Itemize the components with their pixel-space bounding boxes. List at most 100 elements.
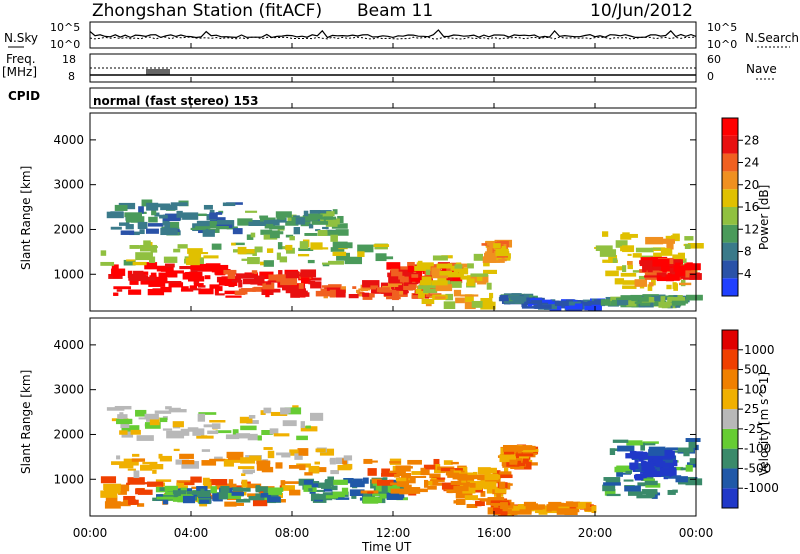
- echo-cell: [196, 220, 210, 228]
- echo-cell: [326, 211, 335, 217]
- echo-cell: [154, 410, 172, 414]
- freq-label: Freq.: [6, 52, 36, 66]
- echo-cell: [238, 249, 256, 254]
- echo-cell: [127, 468, 136, 471]
- nave-tick-bottom: 0: [707, 70, 714, 83]
- echo-cell: [252, 499, 268, 507]
- echo-cell: [475, 501, 480, 504]
- echo-cell: [591, 505, 597, 513]
- echo-cell: [179, 453, 194, 459]
- echo-cell: [197, 413, 206, 422]
- echo-cell: [143, 240, 151, 246]
- echo-cell: [458, 271, 464, 277]
- echo-cell: [503, 448, 519, 452]
- echo-cell: [276, 252, 281, 260]
- echo-cell: [667, 296, 686, 302]
- echo-region: [237, 209, 349, 242]
- echo-cell: [362, 280, 380, 288]
- echo-cell: [335, 457, 349, 465]
- power-colorbar-swatch: [722, 171, 738, 190]
- echo-cell: [168, 282, 184, 288]
- echo-cell: [267, 450, 275, 459]
- echo-cell: [129, 245, 140, 249]
- echo-cell: [431, 267, 441, 276]
- echo-cell: [203, 255, 219, 259]
- echo-cell: [289, 449, 302, 456]
- echo-cell: [248, 415, 256, 419]
- echo-cell: [136, 503, 145, 507]
- echo-cell: [644, 275, 661, 278]
- echo-cell: [433, 458, 440, 465]
- echo-cell: [668, 259, 683, 263]
- echo-cell: [651, 277, 656, 286]
- echo-cell: [327, 260, 344, 265]
- echo-cell: [172, 421, 184, 428]
- echo-cell: [324, 480, 330, 483]
- echo-cell: [637, 455, 654, 460]
- echo-cell: [595, 245, 613, 252]
- echo-cell: [289, 236, 295, 241]
- echo-cell: [403, 487, 421, 494]
- echo-cell: [660, 467, 674, 476]
- echo-cell: [123, 259, 136, 266]
- echo-cell: [677, 447, 694, 453]
- velocity-panel: 1000 2000 3000 4000: [53, 338, 703, 516]
- echo-cell: [609, 448, 616, 456]
- echo-cell: [245, 210, 258, 213]
- echo-cell: [434, 296, 446, 299]
- echo-cell: [623, 479, 634, 482]
- echo-cell: [620, 246, 633, 252]
- echo-cell: [331, 223, 348, 229]
- echo-cell: [260, 229, 273, 235]
- echo-cell: [281, 452, 291, 458]
- echo-cell: [504, 468, 509, 474]
- echo-cell: [666, 475, 682, 479]
- echo-cell: [182, 272, 200, 280]
- echo-cell: [261, 429, 273, 435]
- echo-cell: [240, 457, 256, 464]
- echo-cell: [114, 204, 128, 211]
- echo-cell: [147, 223, 164, 227]
- echo-cell: [421, 267, 428, 271]
- echo-cell: [436, 263, 453, 269]
- echo-cell: [315, 290, 334, 297]
- echo-cell: [241, 473, 246, 477]
- echo-cell: [158, 453, 163, 459]
- echo-cell: [307, 259, 315, 264]
- freq-tick-top: 18: [62, 53, 76, 66]
- echo-cell: [246, 234, 254, 240]
- echo-cell: [128, 289, 142, 295]
- echo-cell: [480, 301, 496, 310]
- echo-cell: [322, 226, 329, 230]
- echo-cell: [358, 288, 371, 291]
- echo-cell: [144, 422, 161, 429]
- echo-cell: [640, 263, 654, 266]
- echo-cell: [466, 278, 475, 287]
- echo-cell: [312, 247, 329, 250]
- echo-cell: [630, 294, 646, 303]
- echo-cell: [217, 220, 235, 228]
- echo-cell: [383, 292, 398, 296]
- echo-cell: [420, 467, 426, 476]
- echo-cell: [284, 407, 302, 415]
- echo-cell: [679, 282, 692, 286]
- echo-cell: [308, 465, 320, 474]
- echo-cell: [182, 495, 196, 504]
- echo-cell: [182, 485, 188, 490]
- echo-cell: [382, 256, 394, 260]
- echo-cell: [431, 274, 449, 279]
- echo-cell: [211, 423, 221, 429]
- echo-cell: [330, 247, 345, 252]
- echo-cell: [267, 496, 281, 503]
- echo-cell: [246, 483, 262, 489]
- echo-cell: [639, 443, 656, 446]
- echo-cell: [239, 416, 253, 424]
- echo-cell: [201, 263, 216, 272]
- ytick-label: 2000: [53, 427, 84, 441]
- echo-cell: [401, 472, 412, 480]
- echo-cell: [295, 217, 306, 225]
- ytick-label: 4000: [53, 133, 84, 147]
- date-title: 10/Jun/2012: [590, 1, 693, 21]
- echo-cell: [652, 459, 658, 464]
- echo-cell: [129, 231, 140, 236]
